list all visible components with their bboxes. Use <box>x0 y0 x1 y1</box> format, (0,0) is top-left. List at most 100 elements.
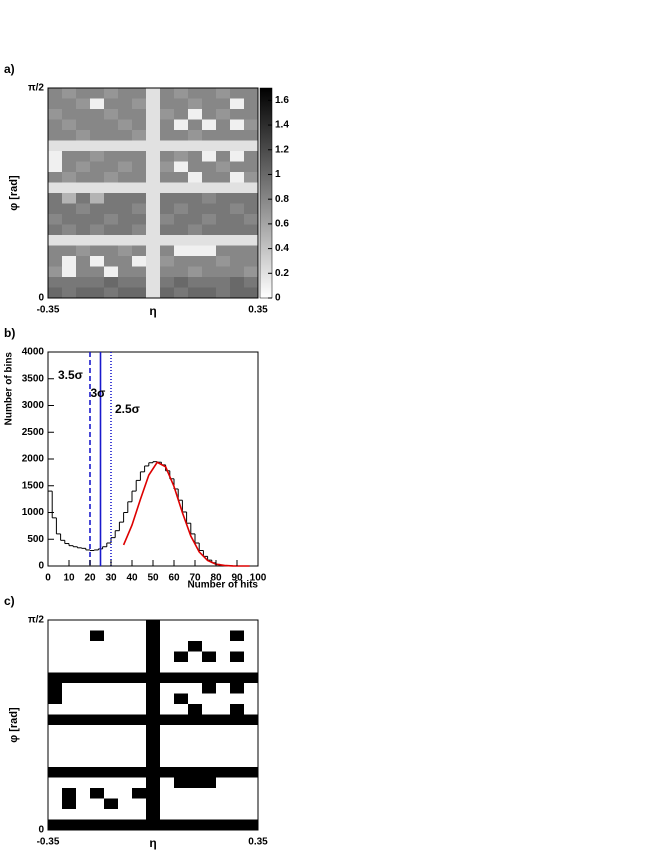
heat-cell <box>146 287 161 299</box>
heat-cell <box>160 245 175 257</box>
heat-cell <box>244 746 259 757</box>
heat-cell <box>244 182 259 194</box>
x-tick-label: 100 <box>250 573 267 584</box>
heat-cell <box>230 119 245 131</box>
heat-cell <box>76 641 91 652</box>
heat-cell <box>62 193 77 204</box>
heat-cell <box>216 151 231 162</box>
heat-cell <box>104 788 119 799</box>
heat-cell <box>62 756 77 768</box>
heat-cell <box>62 651 77 663</box>
heat-cell <box>132 651 147 663</box>
heat-cell <box>230 130 245 141</box>
heat-cell <box>104 672 119 684</box>
heat-cell <box>90 746 105 757</box>
heat-cell <box>146 140 161 152</box>
heat-cell <box>118 203 133 215</box>
heat-cell <box>62 109 77 120</box>
heat-cell <box>188 620 203 631</box>
heat-cell <box>118 641 133 652</box>
heat-cell <box>160 693 175 705</box>
heat-cell <box>230 256 245 267</box>
heat-cell <box>62 277 77 288</box>
heat-cell <box>48 256 63 267</box>
heat-cell <box>160 151 175 162</box>
heat-cell <box>76 203 91 215</box>
heat-cell <box>132 235 147 246</box>
heat-cell <box>118 714 133 726</box>
heat-cell <box>244 756 259 768</box>
heat-cell <box>118 777 133 789</box>
heat-cell <box>230 193 245 204</box>
heat-cell <box>90 693 105 705</box>
heat-cell <box>174 641 189 652</box>
heat-cell <box>174 777 189 789</box>
heat-cell <box>230 287 245 299</box>
heat-cell <box>90 140 105 152</box>
y-tick-label: π/2 <box>28 83 44 94</box>
heat-cell <box>132 620 147 631</box>
heat-cell <box>104 777 119 789</box>
heat-cell <box>48 161 63 173</box>
heat-cell <box>216 767 231 778</box>
heat-cell <box>76 172 91 183</box>
heat-cell <box>188 224 203 236</box>
x-tick-label: -0.35 <box>37 837 60 848</box>
colorbar-tick-label: 1.6 <box>275 95 289 106</box>
y-tick-label: 500 <box>27 534 44 545</box>
heat-cell <box>188 777 203 789</box>
heat-cell <box>230 88 245 99</box>
colorbar-tick-label: 0.6 <box>275 219 289 230</box>
heat-cell <box>62 767 77 778</box>
heat-cell <box>76 193 91 204</box>
heat-cell <box>48 704 63 715</box>
heat-cell <box>146 119 161 131</box>
heat-cell <box>174 214 189 225</box>
heat-cell <box>48 172 63 183</box>
heat-cell <box>118 245 133 257</box>
heat-cell <box>146 161 161 173</box>
heat-cell <box>188 809 203 820</box>
heat-cell <box>62 693 77 705</box>
heat-cell <box>62 235 77 246</box>
x-tick-label: 0.35 <box>248 837 268 848</box>
heat-cell <box>132 277 147 288</box>
heat-cell <box>118 620 133 631</box>
heat-cell <box>174 798 189 810</box>
heat-cell <box>90 735 105 747</box>
heat-cell <box>118 756 133 768</box>
heat-cell <box>202 620 217 631</box>
heat-cell <box>118 725 133 736</box>
heat-cell <box>48 277 63 288</box>
heat-cell <box>146 788 161 799</box>
heat-cell <box>202 224 217 236</box>
heat-cell <box>76 277 91 288</box>
heat-cell <box>132 819 147 831</box>
heat-cell <box>132 672 147 684</box>
heat-cell <box>160 672 175 684</box>
x-tick-label: 90 <box>231 573 243 584</box>
panel-label: b) <box>4 326 15 340</box>
heat-cell <box>104 630 119 642</box>
heat-cell <box>174 256 189 267</box>
heat-cell <box>90 767 105 778</box>
heat-cell <box>104 287 119 299</box>
heat-cell <box>104 88 119 99</box>
heat-cell <box>132 151 147 162</box>
heat-cell <box>202 672 217 684</box>
heat-cell <box>216 224 231 236</box>
heat-cell <box>244 714 259 726</box>
heat-cell <box>244 245 259 257</box>
heat-cell <box>90 756 105 768</box>
heat-cell <box>230 630 245 642</box>
heat-cell <box>216 788 231 799</box>
heat-cell <box>62 746 77 757</box>
heat-cell <box>160 266 175 278</box>
heat-cell <box>104 620 119 631</box>
heat-cell <box>132 662 147 673</box>
heat-cell <box>230 809 245 820</box>
heat-cell <box>216 130 231 141</box>
colorbar-tick-label: 1.2 <box>275 144 289 155</box>
heat-cell <box>62 798 77 810</box>
heat-cell <box>244 130 259 141</box>
